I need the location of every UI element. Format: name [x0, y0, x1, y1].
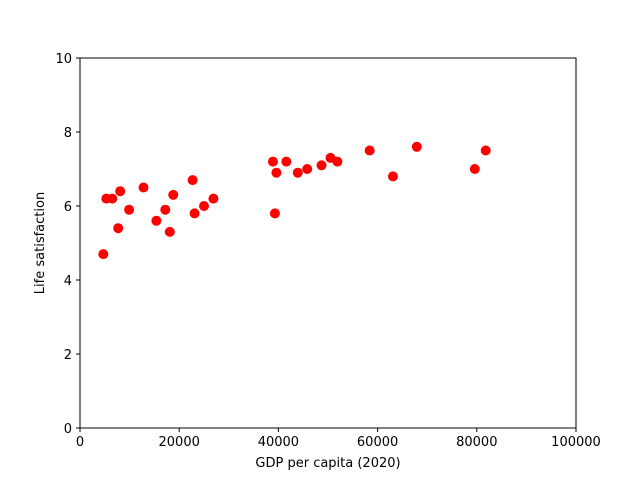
data-point	[387, 171, 398, 182]
data-point	[124, 204, 135, 215]
y-tick-label: 6	[64, 200, 72, 215]
data-point	[113, 223, 124, 234]
data-point	[364, 145, 375, 156]
y-axis-ticks: 0 2 4 6 8 10	[55, 52, 80, 437]
data-point	[164, 226, 175, 237]
x-tick-label: 80000	[456, 435, 497, 450]
plot-frame	[79, 57, 577, 429]
data-point	[208, 193, 219, 204]
data-point	[269, 208, 280, 219]
data-point	[187, 175, 198, 186]
data-point	[469, 164, 480, 174]
data-point	[316, 160, 327, 171]
y-tick-label: 0	[64, 422, 72, 437]
x-axis-label: GDP per capita (2020)	[255, 456, 400, 471]
data-point	[199, 201, 209, 211]
data-point	[151, 215, 162, 226]
data-point	[138, 182, 149, 193]
data-point	[302, 164, 313, 174]
data-point	[267, 156, 278, 167]
data-point	[115, 186, 126, 197]
y-tick-label: 2	[64, 348, 72, 363]
y-tick-label: 4	[64, 274, 72, 289]
data-point	[480, 145, 491, 156]
data-point	[98, 249, 109, 260]
data-point	[332, 156, 343, 167]
y-tick-label: 10	[55, 52, 72, 67]
data-point	[411, 141, 422, 152]
data-point	[168, 189, 179, 200]
x-tick-label: 100000	[551, 435, 601, 450]
data-point	[281, 156, 292, 167]
y-axis-label: Life satisfaction	[33, 192, 48, 294]
x-tick-label: 0	[76, 435, 84, 450]
x-tick-label: 60000	[357, 435, 398, 450]
data-points	[98, 141, 491, 260]
data-point	[271, 167, 282, 178]
x-axis-ticks: 0 20000 40000 60000 80000 100000	[76, 428, 601, 450]
data-point	[292, 167, 303, 178]
data-point	[107, 193, 118, 204]
data-point	[160, 204, 171, 215]
data-point	[189, 208, 200, 219]
x-tick-label: 20000	[159, 435, 200, 450]
x-tick-label: 40000	[258, 435, 299, 450]
y-tick-label: 8	[64, 126, 72, 141]
